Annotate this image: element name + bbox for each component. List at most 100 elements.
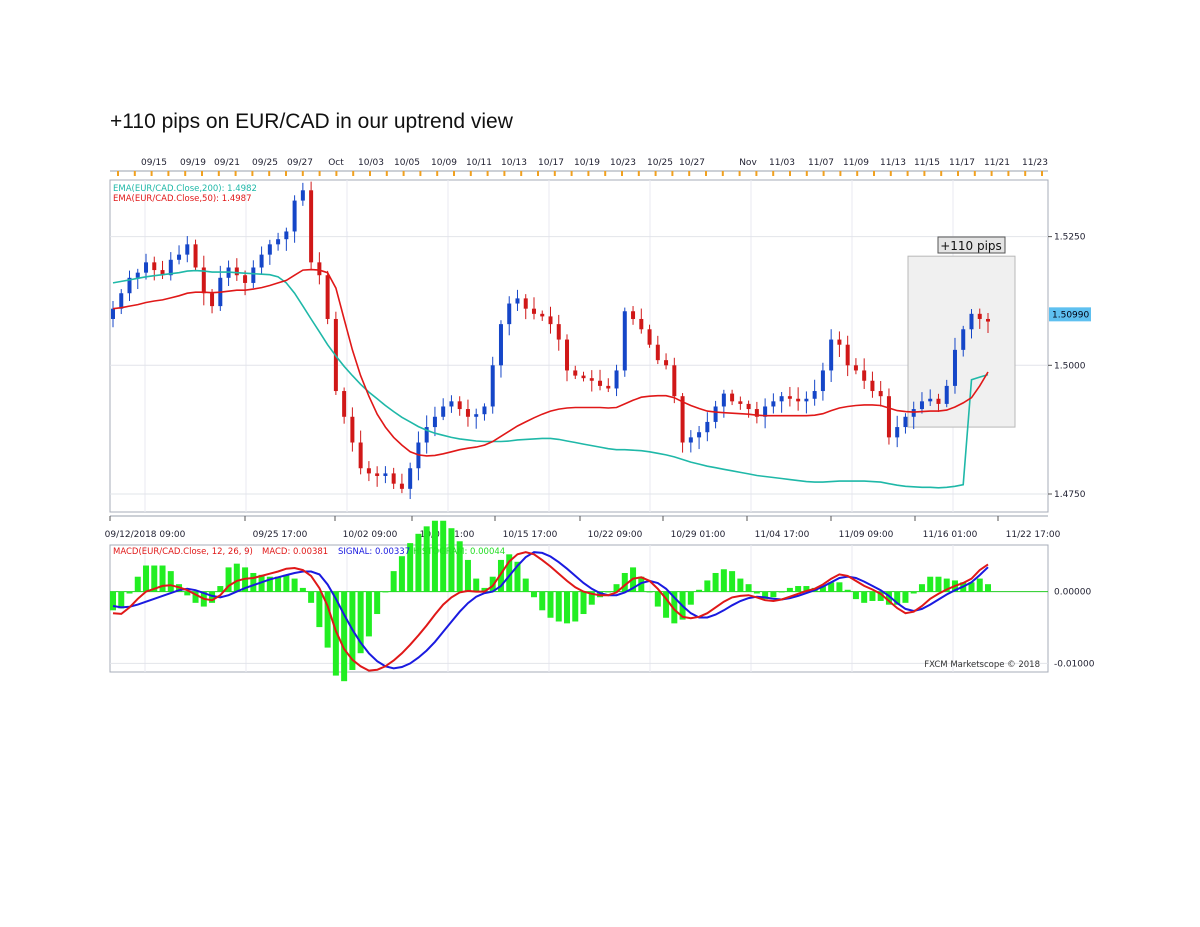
candle-body	[135, 272, 140, 278]
candle-body	[267, 244, 272, 255]
macd-histogram-bar	[696, 589, 703, 592]
macd-histogram-bar	[927, 576, 934, 592]
macd-histogram-bar	[877, 591, 884, 601]
macd-histogram-bar	[968, 582, 975, 592]
top-date-tick-label: 10/17	[538, 158, 564, 168]
candle-body	[358, 442, 363, 469]
candle-body	[375, 473, 380, 476]
bottom-date-tick-label: 09/25 17:00	[253, 530, 308, 540]
macd-histogram-bar	[283, 574, 290, 592]
macd-histogram-bar	[778, 591, 785, 593]
macd-histogram-bar	[894, 591, 901, 605]
macd-histogram-bar	[365, 591, 372, 637]
candle-body	[977, 313, 982, 319]
candle-body	[201, 267, 206, 294]
macd-histogram-bar	[720, 569, 727, 592]
macd-histogram-bar	[613, 584, 620, 592]
candle-body	[366, 468, 371, 474]
candle-body	[986, 318, 990, 322]
top-date-tick-label: 11/03	[769, 158, 795, 168]
top-date-tick-label: 10/05	[394, 158, 420, 168]
bottom-date-axis: 09/12/2018 09:00 09/25 17:00 10/02 09:00 10…	[105, 515, 1061, 540]
top-date-tick-label: 11/15	[914, 158, 940, 168]
candle-body	[738, 401, 743, 404]
candle-body	[531, 308, 536, 314]
macd-histogram-bar	[324, 591, 331, 648]
page-title: +110 pips on EUR/CAD in our uptrend view	[110, 110, 513, 133]
candle-body	[779, 396, 784, 402]
macd-histogram-bar	[431, 520, 438, 592]
candle-body	[771, 401, 776, 407]
candle-body	[251, 267, 256, 283]
macd-histogram-bar	[134, 576, 141, 592]
macd-histogram-bar	[506, 554, 513, 592]
annotation-label-box	[937, 236, 1006, 254]
macd-histogram-bar	[646, 591, 653, 593]
candle-body	[688, 437, 693, 443]
macd-histogram-bar	[209, 591, 216, 603]
top-date-tick-label: 09/19	[180, 158, 206, 168]
macd-legend-entry: HISTOGRAM: 0.00044	[413, 547, 505, 557]
macd-histogram-bar	[803, 586, 810, 592]
macd-histogram-bar	[654, 591, 661, 607]
macd-histogram-bar	[118, 591, 125, 609]
candle-body	[276, 239, 281, 245]
top-date-tick-label: 11/09	[843, 158, 869, 168]
candle-body	[837, 339, 842, 345]
price-axis-label: 1.5000	[1054, 361, 1086, 371]
top-date-tick-label: 09/27	[287, 158, 313, 168]
macd-histogram-bar	[918, 584, 925, 592]
macd-histogram-bar	[308, 591, 315, 603]
macd-histogram-bar	[456, 541, 463, 592]
macd-histogram-bar	[712, 572, 719, 592]
macd-histogram-bar	[423, 526, 430, 592]
macd-histogram-bar	[638, 576, 645, 592]
candle-body	[598, 380, 603, 386]
candle-body	[589, 378, 594, 381]
price-axis-label: 1.5250	[1054, 233, 1086, 243]
candle-body	[292, 200, 297, 232]
candle-body	[853, 365, 858, 371]
candle-body	[878, 391, 883, 397]
macd-histogram-bar	[729, 571, 736, 592]
top-date-tick-label: 09/15	[141, 158, 167, 168]
price-axis-label: 1.4750	[1054, 490, 1086, 500]
macd-axis-label: 0.00000	[1054, 588, 1091, 598]
macd-histogram-bar	[167, 571, 174, 592]
candle-body	[936, 398, 941, 404]
macd-histogram-bar	[217, 586, 224, 592]
candle-body	[111, 308, 115, 319]
macd-histogram-bar	[341, 591, 348, 682]
bottom-date-tick-label: 10/09 01:00	[420, 530, 475, 540]
candle-body	[919, 401, 924, 410]
top-date-tick-label: 10/09	[431, 158, 457, 168]
macd-histogram-bar	[737, 578, 744, 592]
top-date-tick-label: 10/23	[610, 158, 636, 168]
candle-body	[119, 293, 124, 309]
top-date-tick-label: 11/13	[880, 158, 906, 168]
candle-body	[672, 365, 677, 397]
price-plot-frame	[109, 179, 1049, 513]
candle-body	[449, 401, 454, 407]
candle-body	[441, 406, 446, 417]
macd-histogram-bar	[555, 591, 562, 622]
candle-body	[862, 370, 867, 381]
macd-histogram-bar	[464, 559, 471, 592]
macd-line	[112, 551, 989, 672]
candle-body	[482, 406, 487, 415]
price-legend-entry: EMA(EUR/CAD.Close,50): 1.4987	[113, 194, 252, 204]
macd-histogram-bar	[861, 591, 868, 603]
bottom-date-tick-label: 10/02 09:00	[343, 530, 398, 540]
macd-histogram-bar	[704, 580, 711, 592]
macd-histogram-bar	[299, 587, 306, 592]
top-date-tick-label: Nov	[739, 158, 757, 168]
macd-histogram-bar	[935, 576, 942, 592]
candle-body	[631, 311, 636, 319]
macd-histogram-bar	[514, 561, 521, 592]
candle-body	[300, 190, 305, 201]
macd-histogram-bar	[762, 591, 769, 600]
candle-body	[573, 370, 578, 376]
candle-body	[127, 277, 132, 294]
macd-histogram-bar	[497, 559, 504, 592]
